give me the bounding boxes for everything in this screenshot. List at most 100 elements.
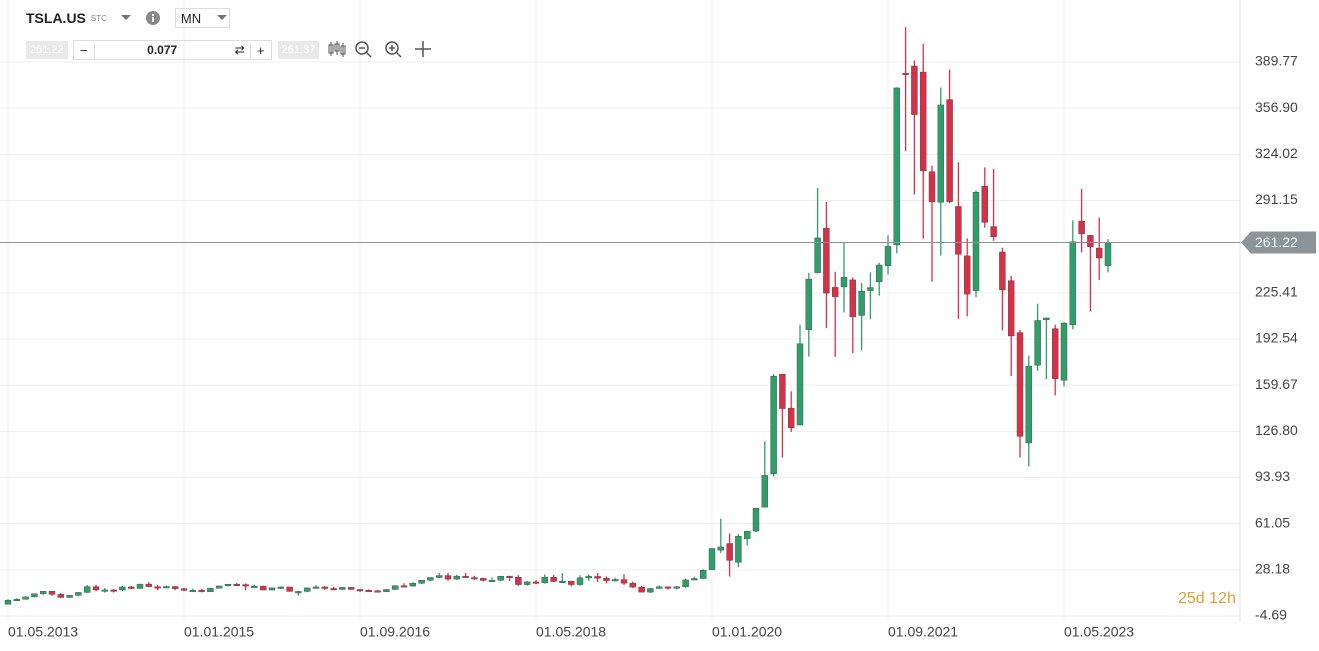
candle-body bbox=[884, 246, 892, 266]
candle-body bbox=[260, 585, 267, 591]
dropdown-arrow[interactable] bbox=[119, 13, 133, 23]
zoom-in-icon[interactable] bbox=[385, 41, 402, 58]
candle-body bbox=[215, 585, 223, 589]
candle-body bbox=[392, 585, 399, 590]
candle-body bbox=[990, 226, 997, 237]
volume-input[interactable]: − 0.077 ⇄ + bbox=[72, 40, 272, 60]
candle-body bbox=[110, 589, 117, 592]
candle-body bbox=[268, 587, 276, 591]
candle-body bbox=[946, 99, 953, 202]
candle-body bbox=[972, 191, 980, 291]
candle-body bbox=[365, 590, 372, 593]
y-tick-label: 28.18 bbox=[1255, 561, 1290, 577]
dropdown-arrow bbox=[216, 15, 227, 20]
candle-body bbox=[629, 582, 636, 588]
buy-price[interactable]: 261.37 bbox=[277, 41, 320, 59]
candle-body bbox=[1034, 320, 1041, 366]
candle-body bbox=[1008, 280, 1015, 337]
candle-body bbox=[189, 590, 197, 593]
candle-body bbox=[796, 343, 804, 426]
candle-body bbox=[691, 578, 698, 581]
candle-body bbox=[497, 576, 504, 581]
candle-body bbox=[981, 186, 988, 223]
candle-body bbox=[374, 590, 381, 593]
candle-body bbox=[427, 577, 434, 581]
candle-body bbox=[532, 581, 540, 584]
candle-body bbox=[506, 576, 513, 578]
candle-body bbox=[251, 585, 258, 588]
x-tick-label: 01.01.2020 bbox=[712, 624, 782, 640]
candle-body bbox=[304, 587, 311, 592]
candle-body bbox=[462, 575, 469, 578]
candle-body bbox=[920, 71, 927, 172]
candle-body bbox=[1016, 332, 1024, 437]
minus-button[interactable]: − bbox=[74, 42, 95, 58]
candle-body bbox=[568, 580, 575, 585]
timeframe-select[interactable]: MN bbox=[174, 8, 230, 28]
candle-body bbox=[22, 596, 29, 600]
candle-body bbox=[242, 584, 249, 587]
info-icon[interactable] bbox=[145, 10, 161, 26]
candle-body bbox=[937, 104, 944, 203]
candle-body bbox=[488, 580, 496, 582]
candle-body bbox=[788, 407, 795, 429]
candle-body bbox=[735, 536, 742, 563]
candle-body bbox=[708, 548, 716, 570]
candle-body bbox=[1060, 322, 1068, 381]
candle-body bbox=[770, 375, 777, 474]
candle-body bbox=[207, 588, 214, 592]
candle-body bbox=[444, 575, 452, 580]
y-tick-label: 389.77 bbox=[1255, 53, 1298, 69]
candle-type-icon[interactable] bbox=[328, 41, 346, 57]
candle-body bbox=[66, 595, 73, 598]
candle-body bbox=[876, 264, 883, 282]
candle-body bbox=[339, 587, 346, 590]
candle-body bbox=[356, 589, 364, 592]
candle-body bbox=[823, 228, 830, 294]
candle-body bbox=[409, 583, 416, 587]
candle-body bbox=[744, 530, 751, 539]
candle-body bbox=[1043, 317, 1050, 321]
candle-body bbox=[101, 589, 109, 592]
candle-body bbox=[638, 586, 645, 593]
candle-body bbox=[664, 586, 672, 589]
candle-body bbox=[550, 577, 557, 582]
x-tick-label: 01.09.2021 bbox=[888, 624, 958, 640]
y-tick-label: 93.93 bbox=[1255, 468, 1290, 484]
candle-body bbox=[295, 591, 302, 594]
x-tick-label: 01.09.2016 bbox=[360, 624, 430, 640]
candle-body bbox=[603, 578, 610, 581]
x-tick-label: 01.05.2013 bbox=[8, 624, 78, 640]
candle-body bbox=[180, 588, 188, 591]
candle-body bbox=[1025, 365, 1033, 444]
sell-price[interactable]: 261.22 bbox=[26, 41, 68, 59]
exchange: STC bbox=[90, 13, 107, 23]
y-tick-label: -4.69 bbox=[1255, 607, 1287, 623]
candle-body bbox=[1095, 247, 1103, 259]
candle-body bbox=[480, 578, 487, 581]
candle-body bbox=[383, 589, 390, 592]
y-tick-label: 356.90 bbox=[1255, 99, 1298, 115]
candle-body bbox=[75, 592, 82, 596]
zoom-out-icon[interactable] bbox=[355, 41, 372, 58]
symbol[interactable]: TSLA.US bbox=[26, 10, 86, 26]
swap-button[interactable]: ⇄ bbox=[234, 43, 245, 57]
candle-body bbox=[198, 590, 205, 593]
x-tick-label: 01.01.2015 bbox=[184, 624, 254, 640]
pan-icon[interactable] bbox=[415, 41, 432, 57]
candle-body bbox=[57, 594, 64, 598]
candle-body bbox=[312, 586, 320, 589]
plus-button[interactable]: + bbox=[249, 42, 271, 58]
candle-body bbox=[779, 374, 786, 409]
candle-body bbox=[286, 586, 293, 592]
volume[interactable]: 0.077 bbox=[147, 43, 178, 57]
candle-body bbox=[40, 591, 47, 594]
candle-body bbox=[656, 586, 663, 589]
candle-body bbox=[700, 570, 707, 579]
last-price-label: 261.22 bbox=[1255, 234, 1298, 250]
candle-body bbox=[145, 583, 153, 587]
candle-body bbox=[805, 278, 812, 330]
candle-body bbox=[814, 237, 821, 273]
chart-tools bbox=[328, 41, 432, 58]
